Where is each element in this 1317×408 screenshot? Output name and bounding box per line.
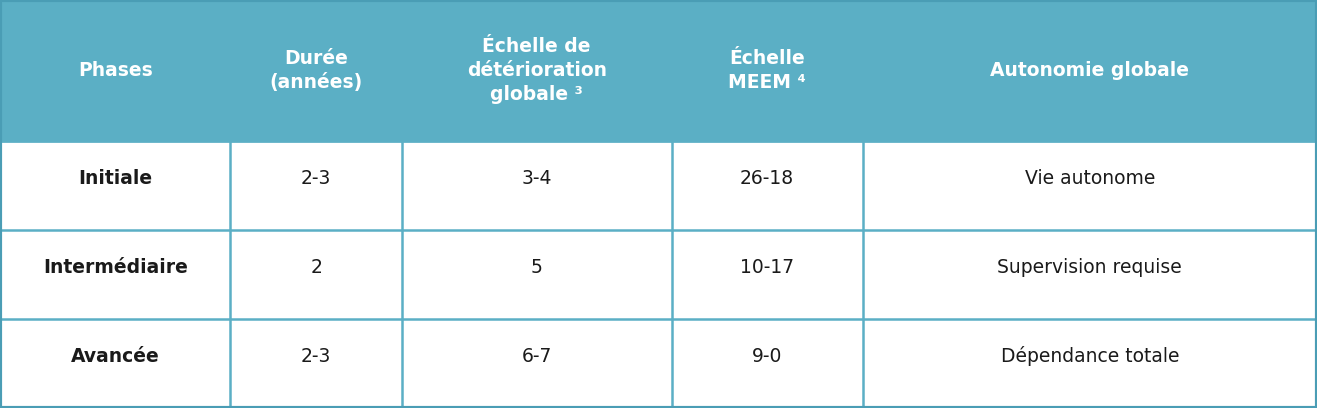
- Text: Intermédiaire: Intermédiaire: [42, 258, 188, 277]
- Text: Avancée: Avancée: [71, 347, 159, 366]
- Text: Autonomie globale: Autonomie globale: [990, 61, 1189, 80]
- Text: Initiale: Initiale: [78, 169, 153, 188]
- Bar: [0, 319, 1317, 408]
- Bar: [0, 230, 1317, 319]
- Text: 10-17: 10-17: [740, 258, 794, 277]
- Text: 6-7: 6-7: [522, 347, 552, 366]
- Text: 2: 2: [309, 258, 323, 277]
- Text: Supervision requise: Supervision requise: [997, 258, 1183, 277]
- Text: Échelle de
détérioration
globale ³: Échelle de détérioration globale ³: [466, 37, 607, 104]
- Text: 2-3: 2-3: [300, 169, 332, 188]
- Bar: [0, 0, 1317, 141]
- Text: 26-18: 26-18: [740, 169, 794, 188]
- Text: 5: 5: [531, 258, 543, 277]
- Text: 2-3: 2-3: [300, 347, 332, 366]
- Text: Durée
(années): Durée (années): [270, 49, 362, 92]
- Text: Dépendance totale: Dépendance totale: [1001, 346, 1179, 366]
- Bar: [0, 141, 1317, 230]
- Text: Vie autonome: Vie autonome: [1025, 169, 1155, 188]
- Text: Phases: Phases: [78, 61, 153, 80]
- Text: Échelle
MEEM ⁴: Échelle MEEM ⁴: [728, 49, 806, 92]
- Text: 9-0: 9-0: [752, 347, 782, 366]
- Text: 3-4: 3-4: [522, 169, 552, 188]
